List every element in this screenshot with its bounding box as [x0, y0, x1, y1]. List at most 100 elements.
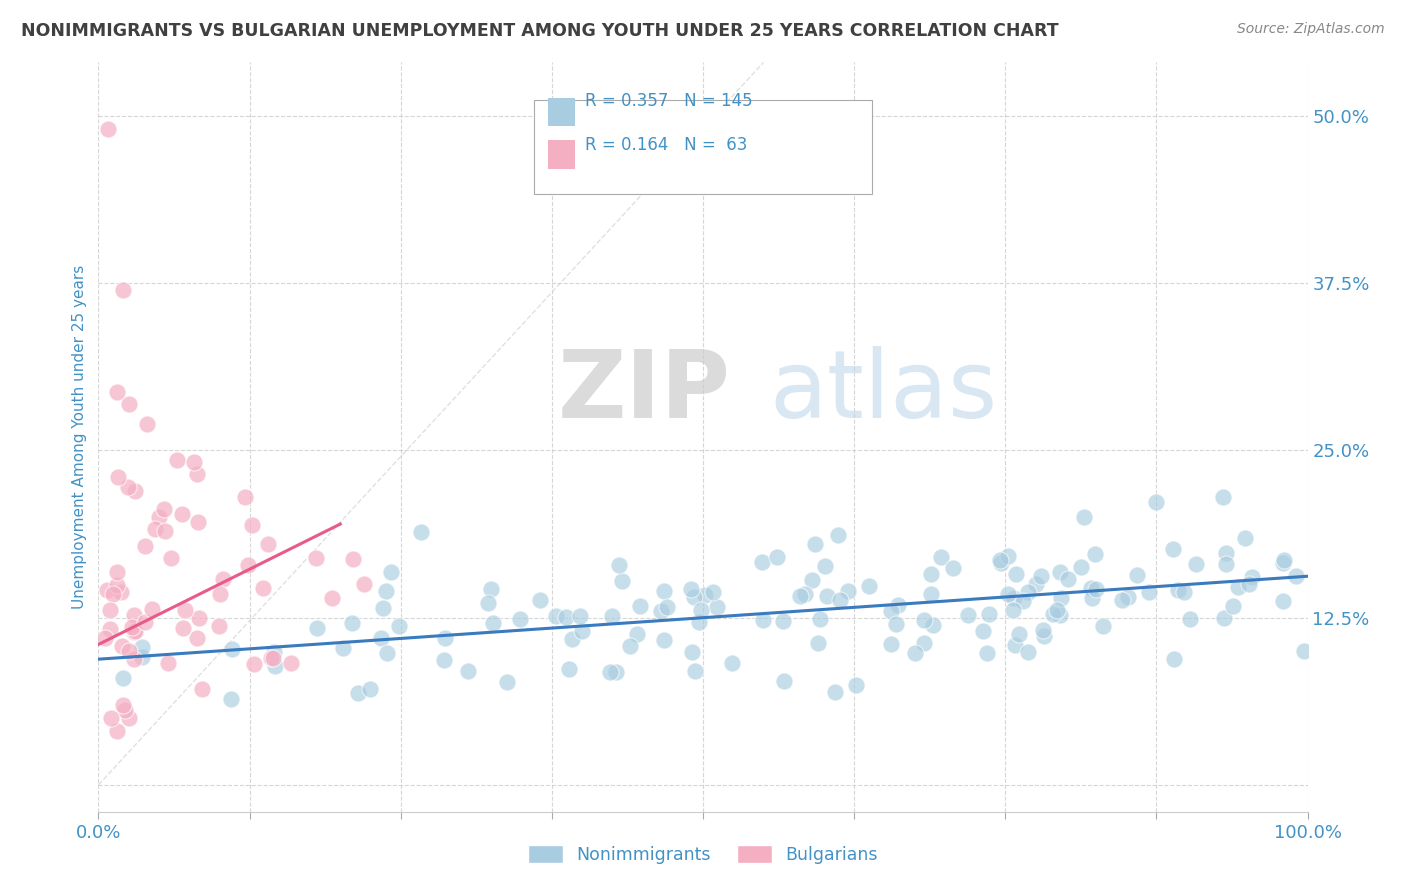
- Point: [121, 620, 143, 634]
- Point: [1241, 570, 1264, 584]
- Point: [887, 598, 910, 612]
- Point: [118, 643, 141, 657]
- Point: [160, 550, 183, 565]
- Point: [122, 625, 145, 640]
- Point: [359, 681, 381, 696]
- Point: [628, 599, 651, 613]
- Point: [1126, 568, 1149, 582]
- Point: [153, 502, 176, 516]
- Point: [599, 665, 621, 680]
- Point: [1029, 569, 1052, 583]
- Point: [600, 609, 623, 624]
- Point: [174, 603, 197, 617]
- Point: [370, 631, 392, 645]
- Point: [155, 524, 177, 538]
- Point: [280, 657, 302, 671]
- Point: [479, 582, 502, 596]
- Text: R = 0.357   N = 145: R = 0.357 N = 145: [585, 92, 752, 110]
- Point: [990, 556, 1012, 570]
- Point: [1002, 591, 1025, 606]
- Point: [135, 417, 157, 431]
- Point: [1017, 644, 1039, 658]
- Point: [807, 636, 830, 650]
- Point: [243, 657, 266, 671]
- Point: [98, 622, 121, 636]
- Point: [956, 608, 979, 623]
- Point: [977, 607, 1000, 621]
- Point: [529, 592, 551, 607]
- FancyBboxPatch shape: [534, 100, 872, 194]
- Point: [221, 692, 243, 706]
- Point: [166, 452, 188, 467]
- Point: [1056, 572, 1078, 586]
- Point: [141, 601, 163, 615]
- Point: [1215, 546, 1237, 560]
- Point: [1045, 602, 1067, 616]
- Point: [886, 616, 908, 631]
- Text: NONIMMIGRANTS VS BULGARIAN UNEMPLOYMENT AMONG YOUTH UNDER 25 YEARS CORRELATION C: NONIMMIGRANTS VS BULGARIAN UNEMPLOYMENT …: [21, 22, 1059, 40]
- Point: [186, 467, 208, 481]
- Point: [610, 574, 633, 588]
- Point: [1032, 629, 1054, 643]
- Point: [321, 591, 343, 606]
- Point: [683, 590, 706, 604]
- Point: [96, 582, 118, 597]
- Point: [721, 656, 744, 670]
- Point: [801, 573, 824, 587]
- Point: [706, 600, 728, 615]
- Point: [509, 612, 531, 626]
- Legend: Nonimmigrants, Bulgarians: Nonimmigrants, Bulgarians: [522, 838, 884, 871]
- Point: [1073, 510, 1095, 524]
- Point: [101, 587, 124, 601]
- Point: [208, 586, 231, 600]
- Point: [1017, 585, 1039, 599]
- Point: [1084, 547, 1107, 561]
- Point: [124, 483, 146, 498]
- Point: [1080, 581, 1102, 595]
- Point: [1272, 594, 1295, 608]
- Point: [920, 587, 942, 601]
- Point: [183, 455, 205, 469]
- Point: [972, 624, 994, 638]
- Point: [221, 642, 243, 657]
- Point: [342, 551, 364, 566]
- Point: [111, 283, 134, 297]
- Point: [1081, 591, 1104, 605]
- Point: [131, 650, 153, 665]
- Point: [134, 615, 156, 629]
- Point: [375, 584, 398, 599]
- Point: [380, 566, 402, 580]
- Point: [554, 610, 576, 624]
- Point: [100, 711, 122, 725]
- Point: [305, 550, 328, 565]
- Point: [824, 684, 846, 698]
- Point: [1004, 567, 1026, 582]
- Point: [388, 619, 411, 633]
- Point: [1212, 491, 1234, 505]
- Point: [148, 510, 170, 524]
- Point: [375, 646, 398, 660]
- Point: [260, 651, 283, 665]
- Point: [904, 646, 927, 660]
- Point: [236, 558, 259, 573]
- Point: [652, 584, 675, 599]
- Point: [118, 396, 141, 410]
- Point: [98, 603, 121, 617]
- Point: [997, 586, 1019, 600]
- Point: [263, 645, 285, 659]
- Point: [837, 583, 859, 598]
- Point: [681, 645, 703, 659]
- Point: [114, 703, 136, 717]
- Point: [804, 537, 827, 551]
- Point: [1212, 611, 1234, 625]
- Point: [1050, 591, 1073, 606]
- Point: [481, 615, 503, 630]
- Point: [1092, 619, 1115, 633]
- Point: [845, 678, 868, 692]
- Point: [858, 579, 880, 593]
- Point: [880, 637, 903, 651]
- Point: [1049, 566, 1071, 580]
- Point: [107, 470, 129, 484]
- Point: [94, 632, 117, 646]
- Point: [1004, 638, 1026, 652]
